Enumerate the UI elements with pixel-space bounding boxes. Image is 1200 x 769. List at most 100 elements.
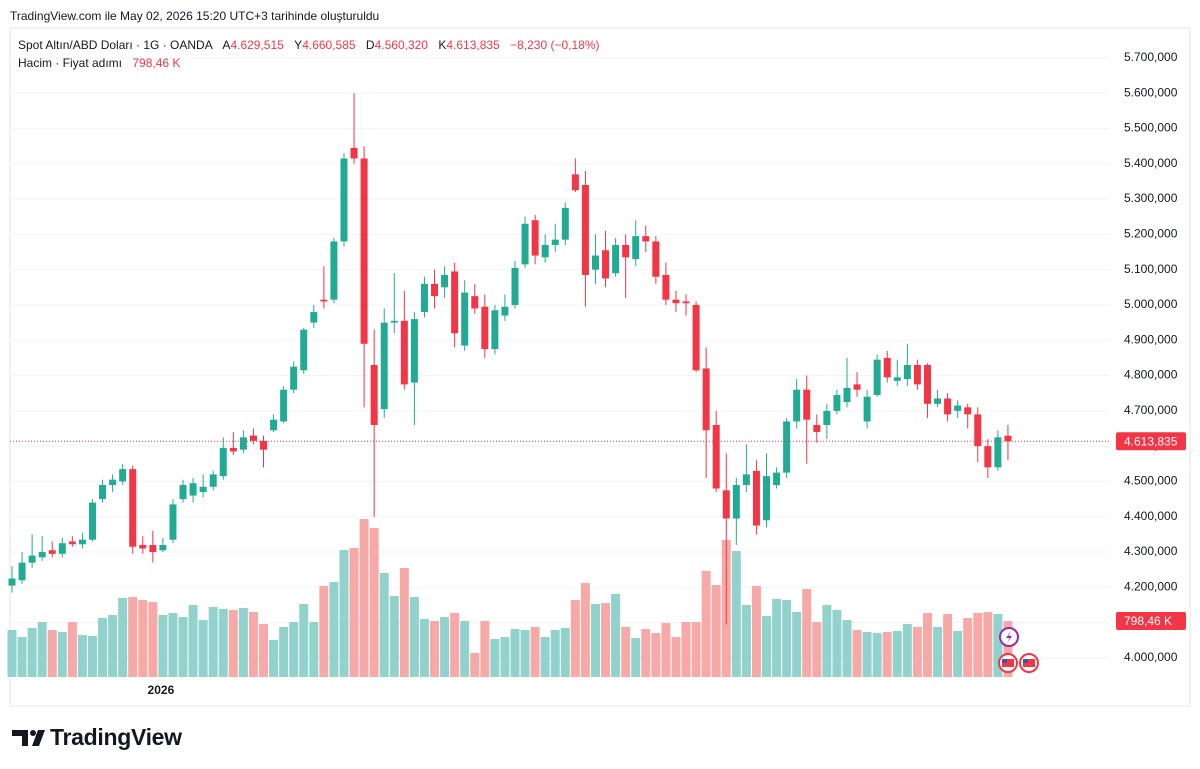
volume-bar	[792, 611, 802, 677]
candle-body	[591, 255, 599, 270]
volume-bar	[490, 638, 500, 677]
legend-value: 4.660,585	[302, 38, 356, 52]
volume-bar	[621, 626, 631, 677]
candle-body	[893, 377, 901, 381]
y-tick-label: 5.300,000	[1124, 191, 1178, 205]
volume-bar	[47, 630, 57, 677]
volume-bar	[409, 596, 419, 677]
volume-bar	[540, 637, 550, 677]
candle-body	[602, 250, 610, 279]
candle-body	[612, 244, 620, 274]
volume-bar	[158, 615, 168, 677]
candle-body	[390, 320, 398, 323]
candle-body	[451, 271, 459, 334]
candle-body	[501, 306, 509, 316]
y-tick-label: 4.000,000	[1124, 650, 1178, 664]
candle-body	[350, 147, 358, 159]
y-tick-label: 4.300,000	[1124, 544, 1178, 558]
volume-bar	[1003, 621, 1013, 677]
candle-body	[913, 364, 921, 385]
legend-value: 4.560,320	[374, 38, 428, 52]
volume-bar	[389, 596, 399, 677]
chart-frame	[9, 27, 1191, 707]
candle-body	[119, 469, 127, 482]
candle-body	[109, 479, 117, 485]
volume-bar	[681, 622, 691, 677]
volume-bar	[228, 610, 238, 677]
volume-bar	[98, 618, 108, 677]
volume-bar	[832, 610, 842, 677]
candle-body	[813, 424, 821, 433]
y-tick-label: 5.100,000	[1124, 262, 1178, 276]
flag-glyph	[1002, 659, 1014, 667]
candle-body	[954, 405, 962, 411]
candle-body	[803, 389, 811, 420]
candle-body	[380, 322, 388, 410]
y-tick-label: 5.600,000	[1124, 85, 1178, 99]
volume-bar	[631, 638, 641, 677]
candle-body	[642, 236, 650, 242]
legend-key: D	[365, 38, 375, 52]
candle-body	[883, 357, 891, 378]
candle-body	[662, 274, 670, 300]
volume-bar	[590, 603, 600, 677]
volume-bar	[520, 630, 530, 677]
candle-body	[471, 296, 479, 309]
candle-body	[139, 544, 147, 549]
candle-body	[722, 490, 730, 519]
volume-bar	[108, 615, 118, 677]
volume-bar	[812, 622, 822, 677]
volume-bar	[751, 585, 761, 677]
volume-bar	[802, 588, 812, 677]
candle-body	[843, 387, 851, 403]
volume-bar	[148, 601, 158, 677]
volume-bar	[178, 616, 188, 677]
header: TradingView.com ile May 02, 2026 15:20 U…	[10, 9, 380, 23]
candle-body	[48, 550, 56, 554]
candle-body	[783, 421, 791, 473]
volume-bar	[118, 597, 128, 677]
legend: Spot Altın/ABD Doları · 1G · OANDA A4.62…	[18, 38, 600, 52]
volume-bar	[601, 603, 611, 677]
candle-body	[189, 483, 197, 496]
legend-key: A	[222, 38, 231, 52]
legend-change-pct: (−0,18%)	[550, 38, 600, 52]
candle-body	[742, 474, 750, 485]
candle-body	[330, 241, 338, 300]
volume-bar	[248, 611, 258, 677]
candle-body	[38, 552, 46, 558]
volume-bar	[922, 612, 932, 677]
volume-bar	[359, 519, 369, 677]
volume-bar	[128, 596, 138, 677]
legend-change: −8,230	[510, 38, 548, 52]
candle-body	[581, 184, 589, 275]
candle-body	[8, 578, 16, 586]
logo-mark	[12, 730, 45, 746]
volume-bar	[671, 637, 681, 677]
candle-body	[974, 414, 982, 447]
candle-body	[400, 320, 408, 385]
price-tags: 4.613,835 798,46 K	[10, 432, 1186, 631]
candle-body	[793, 389, 801, 422]
candle-body	[652, 241, 660, 277]
candle-body	[521, 223, 529, 265]
volume-legend-value: 798,46 K	[132, 56, 181, 70]
candle-body	[88, 502, 96, 540]
volume-bar	[842, 619, 852, 677]
volume-bar	[580, 583, 590, 677]
volume-bar	[963, 618, 973, 677]
volume-bar	[309, 622, 319, 677]
volume-bar	[440, 616, 450, 677]
candle-body	[1004, 435, 1012, 442]
candle-body	[632, 236, 640, 260]
volume-bar	[299, 603, 309, 677]
volume-bar	[691, 622, 701, 677]
volume-bar	[973, 612, 983, 677]
volume-pane	[7, 519, 1013, 677]
volume-bar	[339, 549, 349, 677]
volume-bar	[208, 607, 218, 677]
volume-bar	[741, 604, 751, 677]
logo-shape	[12, 730, 28, 746]
